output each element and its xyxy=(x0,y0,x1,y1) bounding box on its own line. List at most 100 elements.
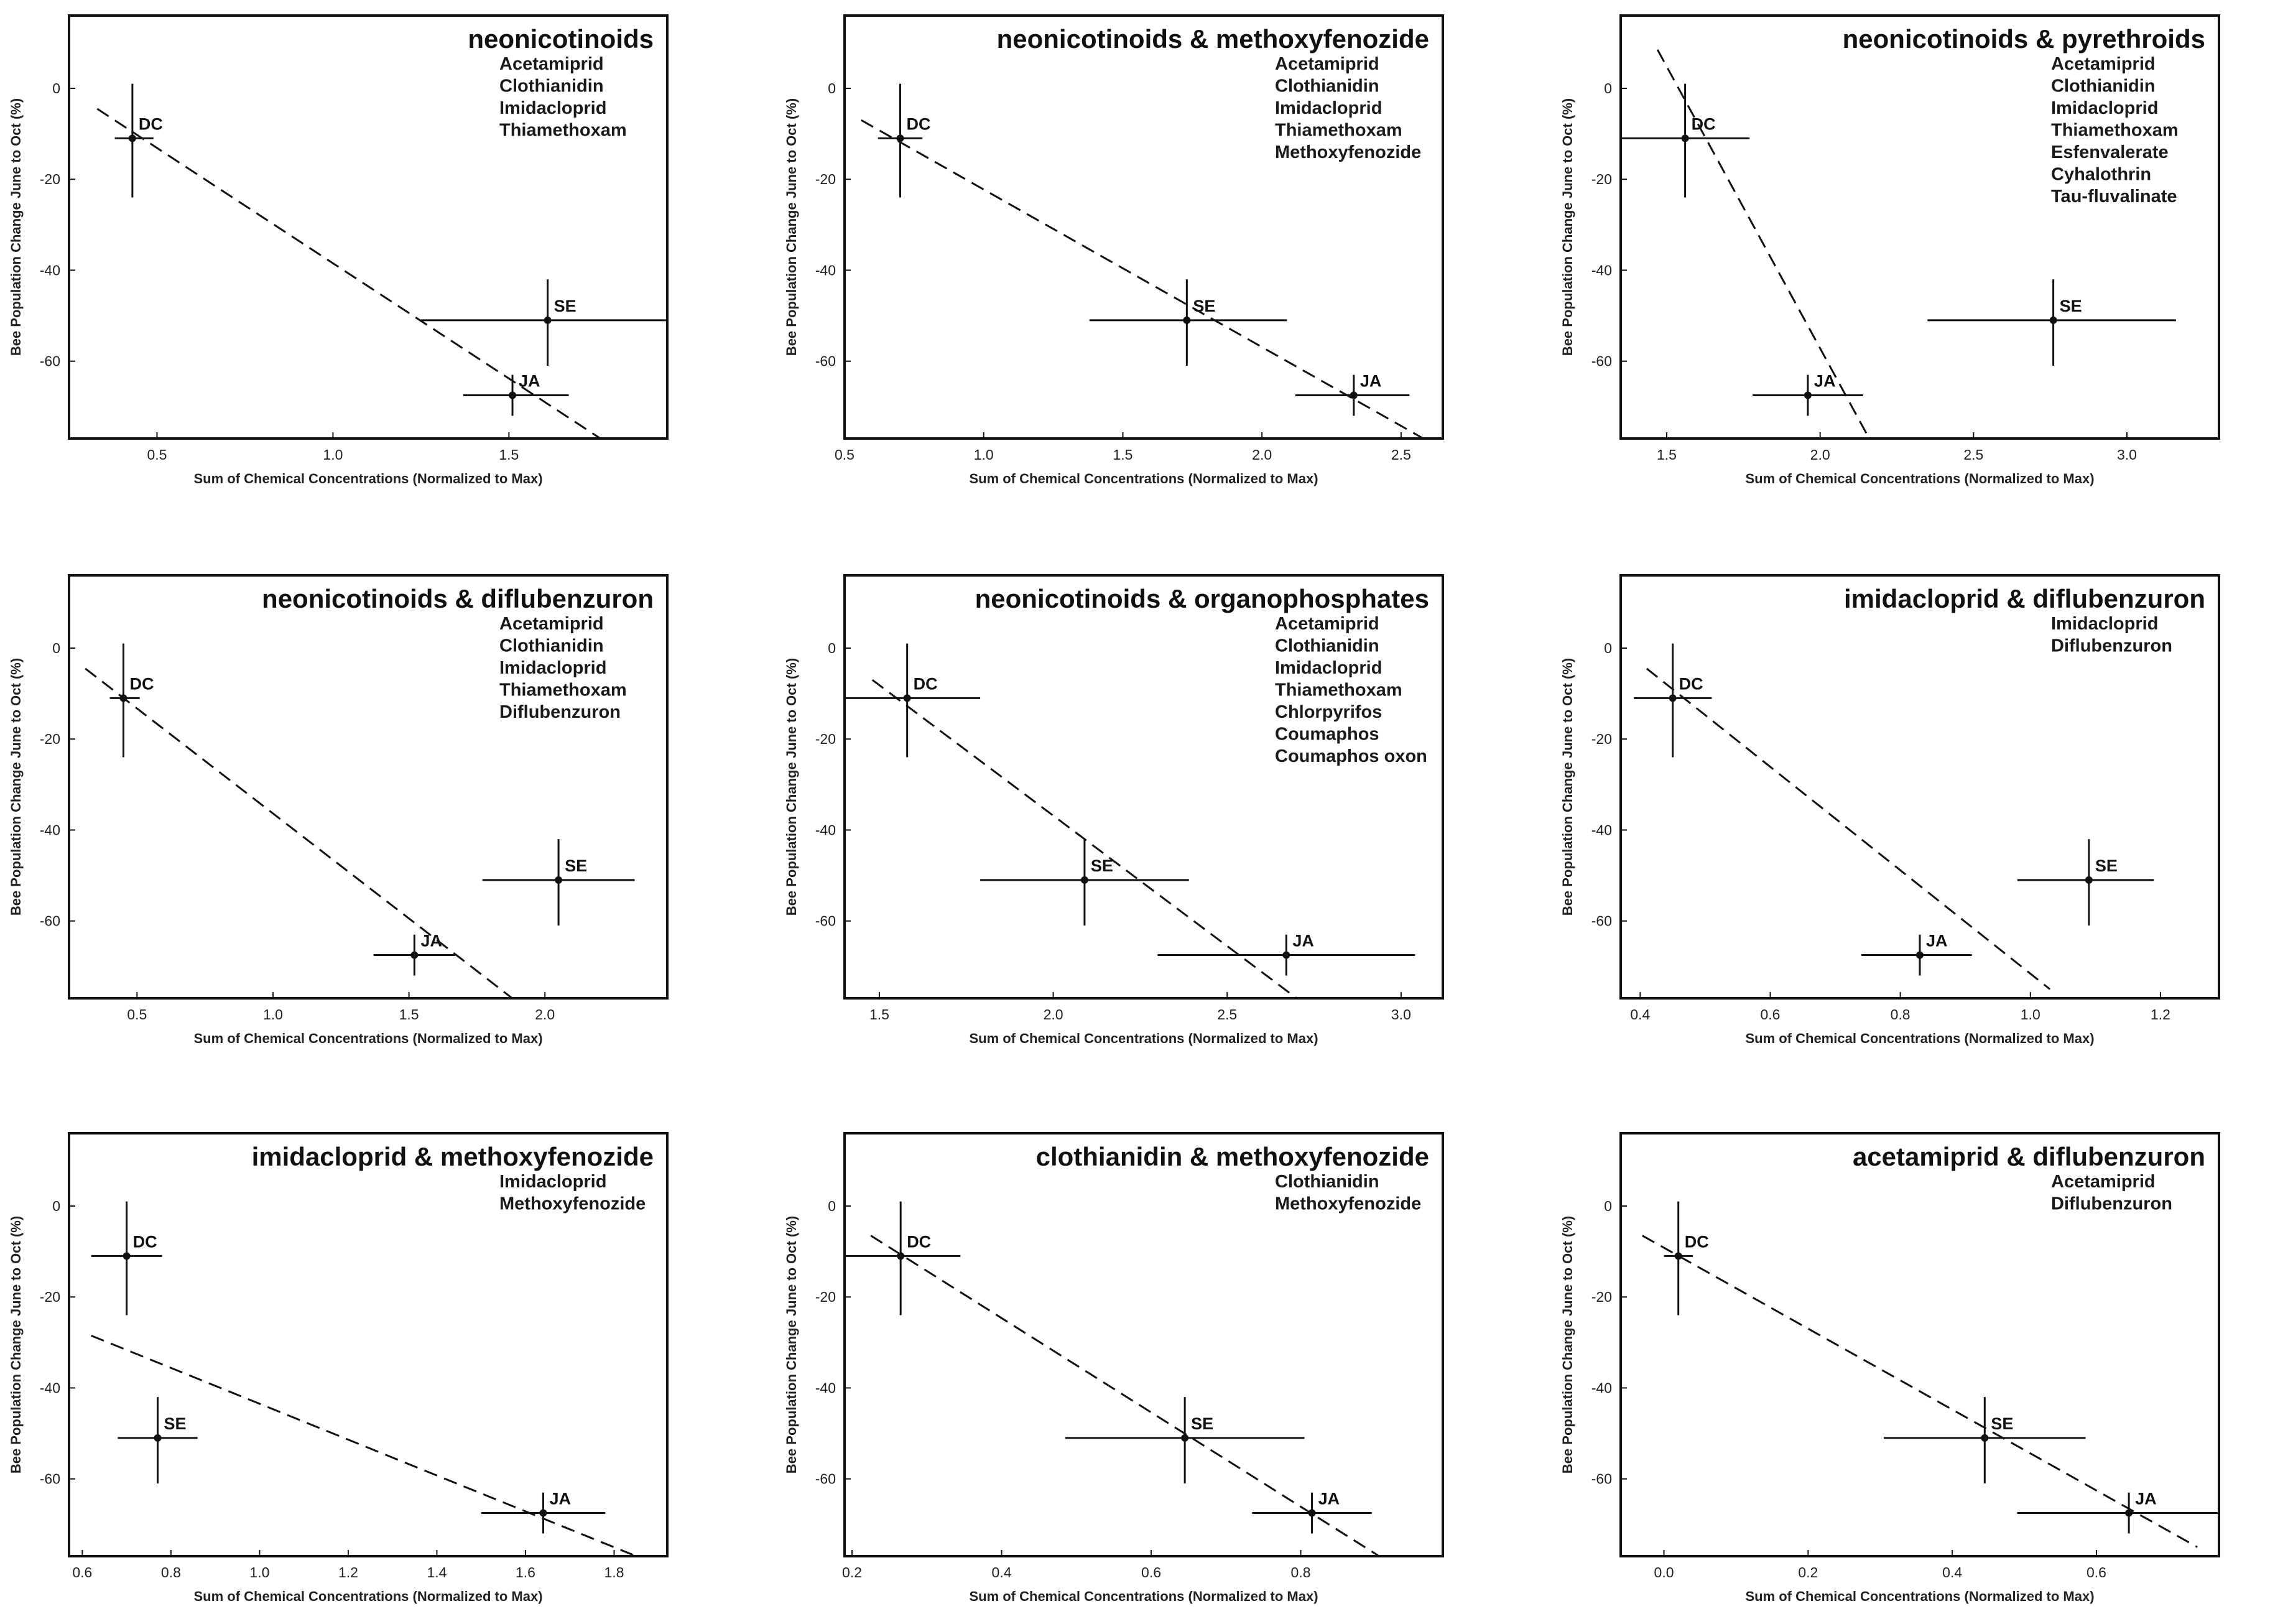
legend-item: Acetamiprid xyxy=(499,54,604,74)
data-layer xyxy=(861,83,1424,438)
legend-item: Acetamiprid xyxy=(2051,54,2156,74)
point-label-ja: JA xyxy=(1926,932,1948,950)
y-axis-label: Bee Population Change June to Oct (%) xyxy=(1560,98,1575,356)
legend-item: Acetamiprid xyxy=(1275,614,1379,634)
plot-frame xyxy=(68,1132,669,1557)
point-label-ja: JA xyxy=(1292,932,1314,950)
x-axis-label: Sum of Chemical Concentrations (Normaliz… xyxy=(1745,471,2094,486)
legend-item: Methoxyfenozide xyxy=(1275,1194,1421,1214)
x-axis-label: Sum of Chemical Concentrations (Normaliz… xyxy=(969,471,1318,486)
plot-frame xyxy=(843,1132,1444,1557)
x-tick-label: 2.0 xyxy=(1044,1006,1063,1023)
x-tick-label: 2.0 xyxy=(1810,447,1830,463)
point-label-se: SE xyxy=(1991,1414,2013,1433)
legend-item: Clothianidin xyxy=(1275,636,1379,656)
x-tick-label: 0.2 xyxy=(1798,1564,1818,1580)
x-tick-label: 1.5 xyxy=(499,447,519,463)
legend-item: Imidacloprid xyxy=(1275,658,1382,678)
x-tick-label: 3.0 xyxy=(2117,447,2137,463)
x-tick-label: 1.2 xyxy=(2151,1006,2170,1023)
legend-item: Diflubenzuron xyxy=(499,702,621,722)
chart-title: neonicotinoids xyxy=(468,24,654,53)
data-point-ja xyxy=(1350,391,1358,399)
legend-item: Diflubenzuron xyxy=(2051,1194,2172,1214)
x-tick-label: 0.5 xyxy=(147,447,167,463)
x-tick-label: 1.0 xyxy=(249,1564,269,1580)
y-tick-label: -60 xyxy=(815,913,836,929)
y-tick-label: -40 xyxy=(815,262,836,278)
trend-line xyxy=(861,119,1424,438)
chart-panel-5: 1.5 2.0 2.5 3.0 0 -20 -40 -60 Sum of Chemical Co… xyxy=(784,574,1444,1046)
trend-line xyxy=(1656,49,1870,438)
data-layer xyxy=(1633,643,2154,990)
legend-item: Tau-fluvalinate xyxy=(2051,187,2177,206)
chart-panel-6: 0.4 0.6 0.8 1.0 1.2 0 -20 -40 -60 Sum of Chemical… xyxy=(1560,574,2220,1046)
legend-item: Acetamiprid xyxy=(2051,1172,2156,1192)
data-point-dc xyxy=(123,1252,131,1260)
x-tick-label: 1.0 xyxy=(323,447,343,463)
y-tick-label: -20 xyxy=(1591,731,1612,747)
data-point-dc xyxy=(128,134,136,142)
x-tick-label: 1.2 xyxy=(338,1564,358,1580)
point-label-dc: DC xyxy=(1685,1232,1709,1251)
y-tick-label: -60 xyxy=(40,913,60,929)
y-tick-label: -20 xyxy=(815,171,836,187)
x-tick-label: 2.5 xyxy=(1391,447,1411,463)
data-point-ja xyxy=(1282,951,1290,959)
x-axis-label: Sum of Chemical Concentrations (Normaliz… xyxy=(193,1589,542,1604)
point-label-ja: JA xyxy=(519,372,540,391)
y-axis-label: Bee Population Change June to Oct (%) xyxy=(8,98,24,356)
x-axis-label: Sum of Chemical Concentrations (Normaliz… xyxy=(193,471,542,486)
x-tick-label: 1.4 xyxy=(427,1564,447,1580)
y-tick-label: -60 xyxy=(1591,913,1612,929)
x-tick-label: 0.0 xyxy=(1654,1564,1674,1580)
point-label-dc: DC xyxy=(133,1232,157,1251)
x-tick-label: 0.4 xyxy=(1630,1006,1650,1023)
point-label-dc: DC xyxy=(914,674,938,693)
data-point-se xyxy=(1981,1434,1989,1442)
x-tick-label: 1.0 xyxy=(974,447,994,463)
chart-panel-8: 0.2 0.4 0.6 0.8 0 -20 -40 -60 Sum of Chemical Co… xyxy=(784,1132,1444,1604)
point-label-ja: JA xyxy=(2135,1490,2157,1508)
x-tick-label: 2.5 xyxy=(1217,1006,1237,1023)
point-label-ja: JA xyxy=(420,932,442,950)
y-tick-label: 0 xyxy=(828,1198,836,1214)
plot-frame xyxy=(68,14,669,440)
point-label-se: SE xyxy=(2060,297,2082,315)
data-point-ja xyxy=(2125,1509,2133,1517)
plot-frame xyxy=(1619,574,2220,1000)
point-label-dc: DC xyxy=(1692,114,1716,133)
point-label-se: SE xyxy=(554,297,577,315)
legend-item: Clothianidin xyxy=(1275,1172,1379,1192)
legend-item: Thiamethoxam xyxy=(1275,121,1402,141)
y-axis-label: Bee Population Change June to Oct (%) xyxy=(784,1216,799,1473)
plot-frame xyxy=(1619,1132,2220,1557)
y-tick-label: -20 xyxy=(1591,1289,1612,1305)
data-layer xyxy=(85,643,635,998)
chart-title: neonicotinoids & diflubenzuron xyxy=(262,584,654,613)
chart-title: acetamiprid & diflubenzuron xyxy=(1853,1142,2205,1171)
legend-item: Imidacloprid xyxy=(499,658,606,678)
x-tick-label: 2.5 xyxy=(1963,447,1983,463)
x-tick-label: 2.0 xyxy=(535,1006,555,1023)
y-tick-label: -20 xyxy=(815,731,836,747)
chart-title: neonicotinoids & organophosphates xyxy=(975,584,1429,613)
y-tick-label: -40 xyxy=(40,822,60,838)
data-point-ja xyxy=(410,951,419,959)
y-tick-label: -40 xyxy=(815,822,836,838)
y-axis-label: Bee Population Change June to Oct (%) xyxy=(1560,1216,1575,1473)
legend-item: Coumaphos oxon xyxy=(1275,746,1427,766)
legend-item: Coumaphos xyxy=(1275,725,1379,745)
point-label-se: SE xyxy=(565,856,587,875)
legend-item: Clothianidin xyxy=(2051,77,2156,96)
legend-item: Imidacloprid xyxy=(499,98,606,118)
data-point-ja xyxy=(1308,1509,1316,1517)
point-label-se: SE xyxy=(1193,297,1215,315)
y-tick-label: 0 xyxy=(1604,1198,1612,1214)
y-tick-label: -40 xyxy=(1591,262,1612,278)
data-point-ja xyxy=(1916,951,1924,959)
y-tick-label: 0 xyxy=(1604,640,1612,656)
data-point-dc xyxy=(1674,1252,1682,1260)
trend-line xyxy=(91,1334,637,1556)
